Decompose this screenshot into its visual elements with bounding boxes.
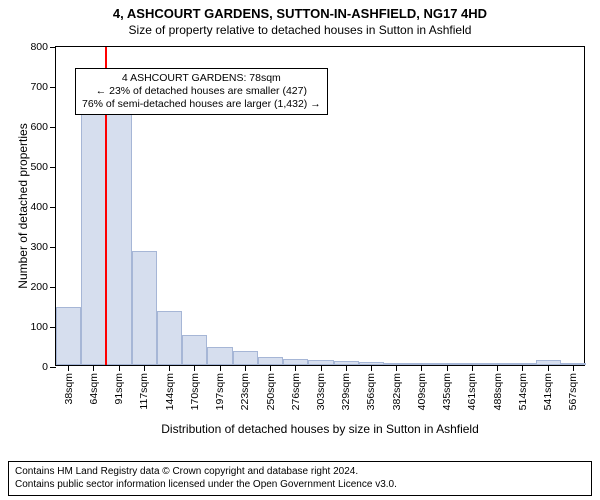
- x-tick: [93, 365, 94, 371]
- x-tick: [396, 365, 397, 371]
- y-tick: [50, 207, 56, 208]
- x-tick-label: 488sqm: [492, 373, 504, 410]
- x-tick: [371, 365, 372, 371]
- x-tick: [270, 365, 271, 371]
- x-tick-label: 356sqm: [365, 373, 377, 410]
- x-tick-label: 64sqm: [88, 373, 100, 405]
- title-main: 4, ASHCOURT GARDENS, SUTTON-IN-ASHFIELD,…: [0, 0, 600, 21]
- y-tick: [50, 127, 56, 128]
- y-tick-label: 200: [30, 281, 48, 293]
- x-tick-label: 303sqm: [315, 373, 327, 410]
- y-tick: [50, 367, 56, 368]
- x-tick: [321, 365, 322, 371]
- title-sub: Size of property relative to detached ho…: [0, 21, 600, 37]
- x-tick-label: 170sqm: [189, 373, 201, 410]
- y-tick-label: 100: [30, 321, 48, 333]
- y-tick: [50, 47, 56, 48]
- x-tick-label: 461sqm: [466, 373, 478, 410]
- histogram-bar: [207, 347, 232, 365]
- x-tick: [472, 365, 473, 371]
- y-tick: [50, 167, 56, 168]
- annotation-line2: ← 23% of detached houses are smaller (42…: [82, 85, 321, 98]
- y-tick: [50, 87, 56, 88]
- x-tick-label: 144sqm: [164, 373, 176, 410]
- x-axis-label: Distribution of detached houses by size …: [55, 422, 585, 436]
- x-tick-label: 91sqm: [113, 373, 125, 405]
- x-tick: [497, 365, 498, 371]
- histogram-bar: [157, 311, 182, 365]
- x-tick-label: 38sqm: [63, 373, 75, 405]
- y-tick-label: 500: [30, 161, 48, 173]
- x-tick-label: 541sqm: [542, 373, 554, 410]
- x-tick-label: 250sqm: [265, 373, 277, 410]
- histogram-bar: [106, 113, 131, 365]
- x-tick-label: 197sqm: [214, 373, 226, 410]
- x-tick: [144, 365, 145, 371]
- x-tick: [68, 365, 69, 371]
- histogram-bar: [81, 109, 106, 365]
- x-tick: [346, 365, 347, 371]
- x-tick-label: 276sqm: [290, 373, 302, 410]
- histogram-bar: [182, 335, 207, 365]
- footer-line2: Contains public sector information licen…: [15, 479, 585, 492]
- x-tick-label: 409sqm: [416, 373, 428, 410]
- x-tick: [295, 365, 296, 371]
- x-tick: [169, 365, 170, 371]
- x-tick: [447, 365, 448, 371]
- footer-line1: Contains HM Land Registry data © Crown c…: [15, 466, 585, 479]
- y-tick-label: 300: [30, 241, 48, 253]
- x-tick: [548, 365, 549, 371]
- y-tick-label: 600: [30, 121, 48, 133]
- histogram-bar: [233, 351, 258, 365]
- x-tick: [119, 365, 120, 371]
- x-tick-label: 117sqm: [138, 373, 150, 410]
- x-tick: [522, 365, 523, 371]
- y-tick-label: 0: [42, 361, 48, 373]
- y-tick: [50, 287, 56, 288]
- x-tick-label: 382sqm: [391, 373, 403, 410]
- y-tick-label: 400: [30, 201, 48, 213]
- chart-container: { "title_line1": "4, ASHCOURT GARDENS, S…: [0, 0, 600, 500]
- x-tick-label: 567sqm: [567, 373, 579, 410]
- x-tick-label: 223sqm: [239, 373, 251, 410]
- annotation-line3: 76% of semi-detached houses are larger (…: [82, 98, 321, 111]
- x-tick: [245, 365, 246, 371]
- x-tick-label: 329sqm: [340, 373, 352, 410]
- x-tick: [573, 365, 574, 371]
- y-axis-label: Number of detached properties: [16, 46, 30, 366]
- histogram-bar: [56, 307, 81, 365]
- histogram-bar: [132, 251, 157, 365]
- x-tick-label: 435sqm: [441, 373, 453, 410]
- x-tick: [194, 365, 195, 371]
- x-tick-label: 514sqm: [517, 373, 529, 410]
- x-tick: [421, 365, 422, 371]
- annotation-box: 4 ASHCOURT GARDENS: 78sqm ← 23% of detac…: [75, 68, 328, 115]
- histogram-bar: [258, 357, 283, 365]
- y-tick: [50, 247, 56, 248]
- x-tick: [220, 365, 221, 371]
- annotation-line1: 4 ASHCOURT GARDENS: 78sqm: [82, 72, 321, 85]
- y-tick-label: 700: [30, 81, 48, 93]
- footer-attribution: Contains HM Land Registry data © Crown c…: [8, 461, 592, 496]
- y-tick-label: 800: [30, 41, 48, 53]
